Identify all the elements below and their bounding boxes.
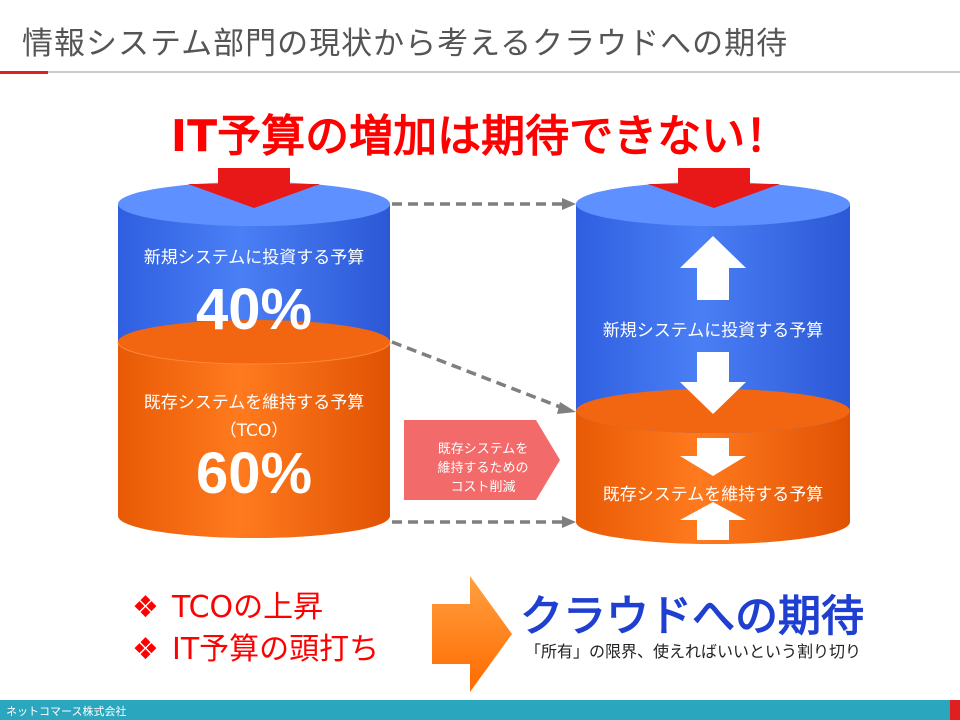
cost-reduction-text: 既存システムを 維持するための コスト削減 bbox=[408, 440, 558, 497]
headline: IT予算の増加は期待できない！ bbox=[170, 111, 790, 162]
footer-company: ネットコマース株式会社 bbox=[6, 705, 127, 718]
right-bottom-label: 既存システムを維持する予算 bbox=[602, 485, 824, 505]
diamond-bullet-icon: ❖ bbox=[132, 632, 159, 667]
diamond-bullet-icon: ❖ bbox=[132, 590, 159, 625]
white-up-arrow-top bbox=[680, 236, 746, 300]
left-orange-body bbox=[118, 342, 390, 538]
expectation-arrow bbox=[432, 576, 512, 692]
white-down-arrow bbox=[680, 352, 746, 414]
left-bottom-sub: （TCO） bbox=[219, 421, 289, 441]
slide-title: 情報システム部門の現状から考えるクラウドへの期待 bbox=[22, 26, 789, 62]
right-cylinder bbox=[576, 182, 850, 544]
bullet-text: IT予算の頭打ち bbox=[172, 632, 380, 667]
bullet-list: ❖ TCOの上昇 ❖ IT予算の頭打ち bbox=[132, 582, 380, 667]
cost-reduction-arrow-box bbox=[404, 420, 560, 500]
title-accent-bar bbox=[0, 71, 48, 74]
right-red-down-arrow bbox=[648, 168, 780, 208]
connector-middle bbox=[391, 340, 569, 412]
white-up-arrow-bottom bbox=[680, 502, 746, 540]
bullet-text: TCOの上昇 bbox=[172, 590, 324, 625]
right-blue-body bbox=[576, 204, 850, 433]
title-divider bbox=[0, 71, 960, 73]
footer-red-accent bbox=[950, 700, 960, 720]
left-top-percent: 40% bbox=[195, 277, 313, 342]
cost-line-3: コスト削減 bbox=[450, 480, 516, 495]
right-top-label: 新規システムに投資する予算 bbox=[602, 321, 824, 341]
cost-line-1: 既存システムを bbox=[437, 442, 529, 457]
right-orange-body bbox=[576, 411, 850, 544]
white-down-arrow-small bbox=[680, 438, 746, 476]
left-bottom-percent: 60% bbox=[195, 441, 313, 506]
left-bottom-label: 既存システムを維持する予算 bbox=[143, 393, 365, 413]
bullet-item: ❖ IT予算の頭打ち bbox=[132, 624, 380, 667]
left-red-down-arrow bbox=[188, 168, 320, 208]
expectation-title: クラウドへの期待 bbox=[520, 592, 864, 642]
footer-bar bbox=[0, 700, 950, 720]
left-boundary bbox=[118, 320, 390, 364]
expectation-subtitle: 「所有」の限界、使えればいいという割り切り bbox=[525, 642, 862, 661]
bullet-item: ❖ TCOの上昇 bbox=[132, 582, 379, 625]
left-top-label: 新規システムに投資する予算 bbox=[143, 248, 365, 268]
cost-line-2: 維持するための bbox=[437, 461, 529, 476]
